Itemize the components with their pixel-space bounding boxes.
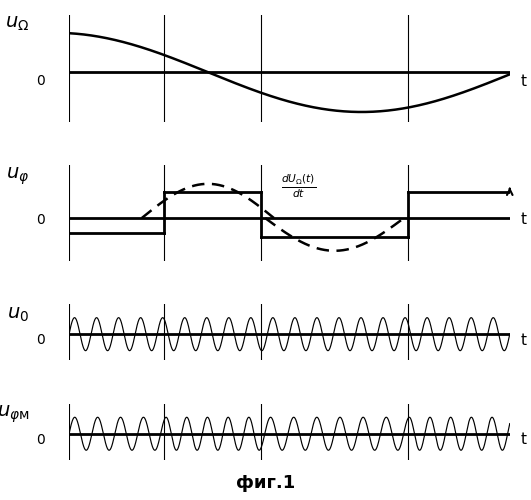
Text: 0: 0 [36, 212, 45, 226]
Text: t: t [521, 74, 527, 89]
Text: $u_{\Omega}$: $u_{\Omega}$ [5, 14, 29, 33]
Text: $u_0$: $u_0$ [7, 305, 29, 324]
Text: t: t [521, 432, 527, 447]
Text: $\frac{dU_{\Omega}(t)}{dt}$: $\frac{dU_{\Omega}(t)}{dt}$ [281, 172, 316, 200]
Text: $u_{\varphi}$: $u_{\varphi}$ [6, 166, 29, 188]
Text: 0: 0 [36, 74, 45, 88]
Text: t: t [521, 212, 527, 227]
Text: 0: 0 [36, 432, 45, 446]
Text: t: t [521, 332, 527, 347]
Text: $u_{\varphi\text{м}}$: $u_{\varphi\text{м}}$ [0, 403, 29, 424]
Text: 0: 0 [36, 333, 45, 347]
Text: фиг.1: фиг.1 [236, 474, 295, 492]
